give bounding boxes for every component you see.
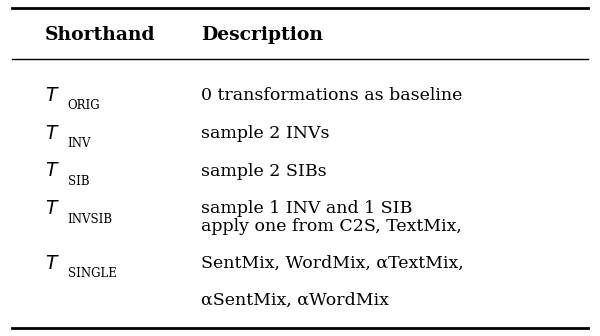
Text: $T$: $T$ bbox=[45, 200, 59, 218]
Text: αSentMix, αWordMix: αSentMix, αWordMix bbox=[201, 292, 389, 309]
Text: sample 2 SIBs: sample 2 SIBs bbox=[201, 163, 326, 180]
Text: sample 2 INVs: sample 2 INVs bbox=[201, 125, 329, 142]
Text: SINGLE: SINGLE bbox=[68, 267, 116, 280]
Text: SentMix, WordMix, αTextMix,: SentMix, WordMix, αTextMix, bbox=[201, 255, 464, 272]
Text: 0 transformations as baseline: 0 transformations as baseline bbox=[201, 87, 463, 104]
Text: INV: INV bbox=[68, 137, 91, 150]
Text: Description: Description bbox=[201, 26, 323, 44]
Text: ORIG: ORIG bbox=[68, 99, 100, 112]
Text: apply one from C2S, TextMix,: apply one from C2S, TextMix, bbox=[201, 218, 462, 235]
Text: Shorthand: Shorthand bbox=[45, 26, 155, 44]
Text: SIB: SIB bbox=[68, 175, 89, 188]
Text: $T$: $T$ bbox=[45, 125, 59, 143]
Text: $T$: $T$ bbox=[45, 87, 59, 105]
Text: sample 1 INV and 1 SIB: sample 1 INV and 1 SIB bbox=[201, 201, 412, 217]
Text: $T$: $T$ bbox=[45, 255, 59, 273]
Text: INVSIB: INVSIB bbox=[68, 213, 113, 225]
Text: $T$: $T$ bbox=[45, 162, 59, 180]
